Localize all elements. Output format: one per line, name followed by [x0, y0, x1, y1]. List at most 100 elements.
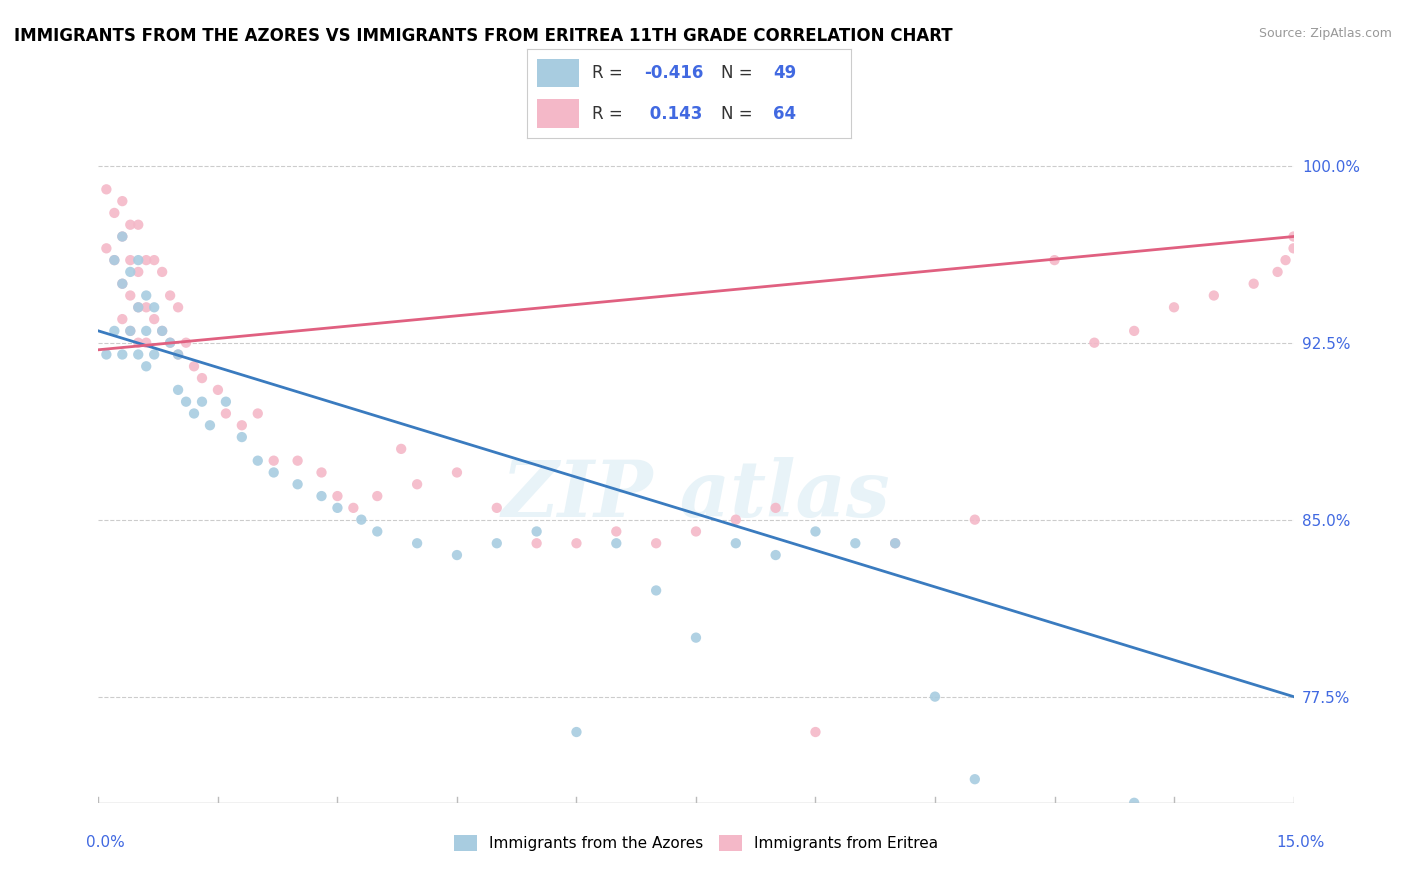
Point: [159, 335, 181, 350]
Point: [724, 513, 747, 527]
Text: 15.0%: 15.0%: [1277, 836, 1324, 850]
Point: [174, 335, 197, 350]
Point: [150, 324, 173, 338]
Bar: [537, 99, 579, 128]
Point: [96, 347, 118, 361]
Text: 0.143: 0.143: [644, 105, 702, 123]
Point: [103, 206, 125, 220]
Point: [366, 524, 388, 539]
Point: [485, 536, 508, 550]
Text: 64: 64: [773, 105, 796, 123]
Point: [804, 524, 827, 539]
Point: [963, 513, 986, 527]
Bar: [537, 59, 579, 87]
Point: [1202, 288, 1225, 302]
Point: [96, 241, 118, 255]
Text: IMMIGRANTS FROM THE AZORES VS IMMIGRANTS FROM ERITREA 11TH GRADE CORRELATION CHA: IMMIGRANTS FROM THE AZORES VS IMMIGRANTS…: [14, 27, 953, 45]
Point: [127, 218, 149, 232]
Text: 49: 49: [773, 64, 796, 82]
Text: -0.416: -0.416: [644, 64, 703, 82]
Point: [526, 536, 548, 550]
Text: R =: R =: [592, 105, 628, 123]
Point: [326, 489, 349, 503]
Point: [159, 335, 181, 350]
Point: [111, 194, 134, 208]
Point: [1083, 335, 1105, 350]
Point: [342, 500, 364, 515]
Text: R =: R =: [592, 64, 628, 82]
Point: [120, 288, 142, 302]
Point: [1163, 301, 1185, 315]
Point: [103, 253, 125, 268]
Point: [198, 418, 221, 433]
Point: [246, 407, 269, 421]
Point: [111, 229, 134, 244]
Text: ZIP atlas: ZIP atlas: [502, 458, 890, 533]
Point: [765, 500, 787, 515]
Point: [1267, 265, 1289, 279]
Point: [724, 536, 747, 550]
Point: [143, 301, 166, 315]
Point: [135, 253, 157, 268]
Point: [406, 477, 429, 491]
Point: [135, 301, 157, 315]
Point: [605, 524, 627, 539]
Point: [685, 631, 707, 645]
Point: [350, 513, 373, 527]
Point: [231, 418, 253, 433]
Point: [287, 477, 309, 491]
Point: [191, 394, 214, 409]
Point: [884, 536, 907, 550]
Point: [311, 466, 333, 480]
Point: [263, 466, 285, 480]
Point: [191, 371, 214, 385]
Point: [127, 301, 149, 315]
Point: [143, 253, 166, 268]
Point: [135, 335, 157, 350]
Point: [446, 466, 468, 480]
Point: [215, 394, 238, 409]
Point: [127, 301, 149, 315]
Point: [884, 536, 907, 550]
Point: [844, 536, 866, 550]
Point: [1274, 253, 1296, 268]
Point: [565, 536, 588, 550]
Point: [924, 690, 946, 704]
Point: [120, 265, 142, 279]
Point: [565, 725, 588, 739]
Point: [446, 548, 468, 562]
Point: [103, 253, 125, 268]
Point: [135, 288, 157, 302]
Point: [135, 359, 157, 374]
Legend: Immigrants from the Azores, Immigrants from Eritrea: Immigrants from the Azores, Immigrants f…: [449, 830, 943, 857]
Point: [120, 218, 142, 232]
Point: [1123, 324, 1146, 338]
Point: [143, 312, 166, 326]
Point: [150, 324, 173, 338]
Point: [263, 453, 285, 467]
Point: [389, 442, 412, 456]
Point: [526, 524, 548, 539]
Point: [605, 536, 627, 550]
Point: [167, 301, 190, 315]
Point: [127, 253, 149, 268]
Point: [167, 347, 190, 361]
Point: [1043, 253, 1066, 268]
Point: [127, 335, 149, 350]
Point: [215, 407, 238, 421]
Point: [96, 182, 118, 196]
Point: [645, 583, 668, 598]
Point: [167, 347, 190, 361]
Point: [167, 383, 190, 397]
Point: [111, 347, 134, 361]
Point: [287, 453, 309, 467]
Point: [485, 500, 508, 515]
Point: [135, 324, 157, 338]
Point: [120, 253, 142, 268]
Point: [127, 265, 149, 279]
Point: [246, 453, 269, 467]
Point: [311, 489, 333, 503]
Point: [111, 229, 134, 244]
Text: 0.0%: 0.0%: [86, 836, 125, 850]
Point: [804, 725, 827, 739]
